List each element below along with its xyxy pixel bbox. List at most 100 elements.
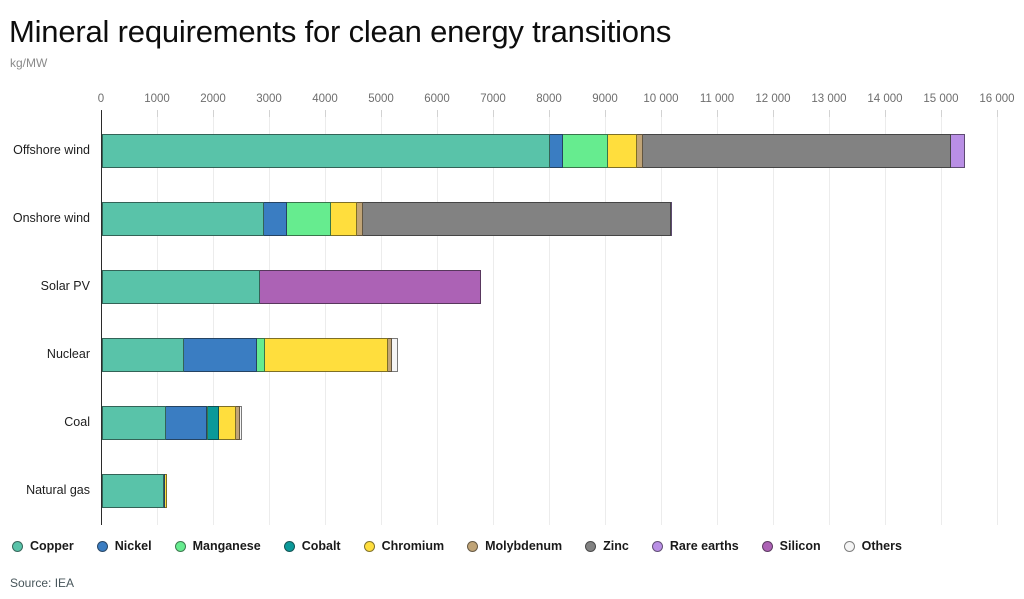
legend-item: Silicon bbox=[761, 539, 821, 553]
axis-tick-label: 5000 bbox=[368, 93, 394, 105]
bar-row bbox=[102, 202, 672, 236]
bar-segment-others bbox=[239, 406, 242, 440]
legend-item: Nickel bbox=[96, 539, 152, 553]
bar-row bbox=[102, 338, 398, 372]
axis-tick-label: 14 000 bbox=[867, 93, 903, 105]
axis-tick-label: 9000 bbox=[592, 93, 618, 105]
gridline bbox=[437, 117, 438, 525]
legend-item: Rare earths bbox=[651, 539, 739, 553]
category-label: Offshore wind bbox=[13, 143, 90, 157]
axis-tick-mark bbox=[829, 110, 830, 118]
gridline bbox=[773, 117, 774, 525]
legend-label: Manganese bbox=[192, 539, 261, 553]
legend-label: Others bbox=[861, 539, 902, 553]
bar-segment-molybdenum bbox=[637, 134, 644, 168]
legend-item: Others bbox=[843, 539, 902, 553]
gridline bbox=[493, 117, 494, 525]
bar-segment-rare-earths bbox=[951, 134, 965, 168]
axis-tick-mark bbox=[661, 110, 662, 118]
axis-tick-mark bbox=[213, 110, 214, 118]
legend-swatch-zinc-icon bbox=[585, 540, 597, 552]
legend-swatch-chromium-icon bbox=[363, 540, 375, 552]
category-label: Solar PV bbox=[40, 279, 90, 293]
axis-tick-label: 12 000 bbox=[755, 93, 791, 105]
axis-tick-mark bbox=[549, 110, 550, 118]
axis-tick-label: 8000 bbox=[536, 93, 562, 105]
y-axis-line bbox=[101, 111, 102, 525]
legend-item: Copper bbox=[12, 539, 74, 553]
legend-swatch-cobalt-icon bbox=[283, 540, 295, 552]
chart-title: Mineral requirements for clean energy tr… bbox=[9, 14, 672, 49]
category-label: Onshore wind bbox=[12, 211, 90, 225]
axis-tick-label: 6000 bbox=[424, 93, 450, 105]
bar-segment-nickel bbox=[184, 338, 258, 372]
legend-item: Cobalt bbox=[283, 539, 341, 553]
gridline bbox=[213, 117, 214, 525]
legend-label: Copper bbox=[30, 539, 74, 553]
bar-segment-nickel bbox=[550, 134, 564, 168]
legend: Copper Nickel Manganese Cobalt Chromium Molyb… bbox=[12, 539, 1012, 553]
axis-tick-label: 1000 bbox=[144, 93, 170, 105]
axis-tick-mark bbox=[997, 110, 998, 118]
bar-segment-cobalt bbox=[207, 406, 220, 440]
gridline bbox=[829, 117, 830, 525]
category-label: Coal bbox=[64, 415, 90, 429]
bar-segment-copper bbox=[102, 474, 164, 508]
legend-swatch-molybdenum-icon bbox=[467, 540, 479, 552]
bar-row bbox=[102, 406, 242, 440]
legend-label: Cobalt bbox=[301, 539, 341, 553]
legend-swatch-copper-icon bbox=[12, 540, 23, 552]
bar-segment-copper bbox=[102, 338, 185, 372]
bar-segment-nickel bbox=[264, 202, 287, 236]
bar-segment-molybdenum bbox=[356, 202, 363, 236]
axis-tick-mark bbox=[325, 110, 326, 118]
gridline bbox=[661, 117, 662, 525]
axis-tick-label: 7000 bbox=[480, 93, 506, 105]
legend-swatch-nickel-icon bbox=[96, 540, 108, 552]
bar-segment-nickel bbox=[163, 474, 165, 508]
axis-tick-label: 15 000 bbox=[923, 93, 959, 105]
bar-segment-molybdenum bbox=[236, 406, 240, 440]
axis-tick-mark bbox=[717, 110, 718, 118]
gridline bbox=[549, 117, 550, 525]
axis-tick-label: 11 000 bbox=[699, 93, 735, 105]
legend-label: Nickel bbox=[114, 539, 152, 553]
gridline bbox=[325, 117, 326, 525]
legend-swatch-silicon-icon bbox=[761, 540, 773, 552]
axis-tick-mark bbox=[157, 110, 158, 118]
bar-row bbox=[102, 474, 168, 508]
bar-segment-manganese bbox=[287, 202, 331, 236]
gridline bbox=[997, 117, 998, 525]
legend-label: Rare earths bbox=[669, 539, 739, 553]
gridline bbox=[157, 117, 158, 525]
gridline bbox=[605, 117, 606, 525]
axis-tick-label: 0 bbox=[97, 93, 105, 105]
bar-segment-silicon bbox=[260, 270, 482, 304]
legend-item: Zinc bbox=[585, 539, 629, 553]
legend-label: Chromium bbox=[381, 539, 445, 553]
axis-tick-label: 10 000 bbox=[643, 93, 679, 105]
axis-tick-mark bbox=[437, 110, 438, 118]
category-label: Natural gas bbox=[26, 483, 90, 497]
axis-tick-mark bbox=[269, 110, 270, 118]
legend-item: Manganese bbox=[174, 539, 261, 553]
axis-tick-mark bbox=[885, 110, 886, 118]
gridline bbox=[717, 117, 718, 525]
bar-row bbox=[102, 270, 482, 304]
axis-tick-label: 2000 bbox=[200, 93, 226, 105]
unit-label: kg/MW bbox=[10, 56, 48, 70]
axis-tick-mark bbox=[493, 110, 494, 118]
bar-segment-chromium bbox=[330, 202, 357, 236]
bar-segment-zinc bbox=[362, 202, 671, 236]
legend-swatch-rare-earths-icon bbox=[651, 540, 663, 552]
legend-label: Molybdenum bbox=[485, 539, 563, 553]
bar-segment-manganese bbox=[257, 338, 266, 372]
legend-swatch-others-icon bbox=[843, 540, 855, 552]
bar-segment-copper bbox=[102, 270, 261, 304]
axis-tick-mark bbox=[381, 110, 382, 118]
source-note: Source: IEA bbox=[10, 576, 75, 590]
axis-tick-mark bbox=[941, 110, 942, 118]
gridline bbox=[941, 117, 942, 525]
axis-tick-label: 13 000 bbox=[811, 93, 847, 105]
